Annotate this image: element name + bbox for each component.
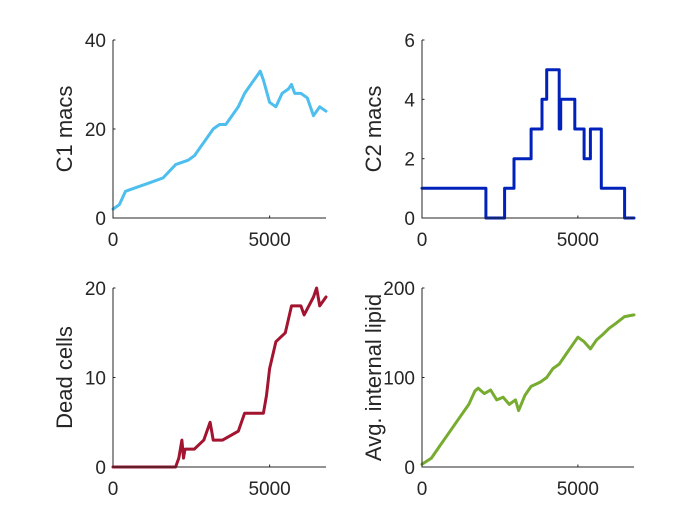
y-axis-label: Dead cells <box>52 326 77 429</box>
y-tick-label: 20 <box>85 120 106 141</box>
panel-dead-cells: Dead cells 0 10 20 0 5000 <box>52 279 328 500</box>
axes <box>421 288 634 468</box>
panel-c2-macs: C2 macs 0 2 4 6 0 5000 <box>361 31 636 251</box>
panel-c1-macs: C1 macs 0 20 40 0 5000 <box>52 31 328 251</box>
y-axis-label: C2 macs <box>361 86 386 173</box>
y-tick-label: 6 <box>404 31 415 52</box>
y-tick-label: 20 <box>85 279 106 300</box>
x-tick-label: 5000 <box>557 230 599 251</box>
axes <box>112 40 326 219</box>
x-tick-label: 0 <box>108 479 119 500</box>
y-tick-label: 0 <box>404 458 415 479</box>
y-tick-label: 10 <box>85 369 106 390</box>
series-line <box>111 286 328 469</box>
y-tick-label: 0 <box>404 209 415 230</box>
series-line <box>111 69 328 211</box>
x-tick-label: 0 <box>108 230 119 251</box>
x-tick-label: 5000 <box>248 230 290 251</box>
series-line <box>420 313 636 466</box>
y-axis-label: Avg. internal lipid <box>361 294 386 461</box>
x-tick-label: 5000 <box>248 479 290 500</box>
panel-avg-internal-lipid: Avg. internal lipid 0 100 200 0 5000 <box>361 279 636 500</box>
series-line <box>420 68 636 220</box>
y-tick-label: 40 <box>85 31 106 52</box>
x-tick-label: 5000 <box>557 479 599 500</box>
y-tick-label: 100 <box>383 369 415 390</box>
y-tick-label: 0 <box>95 209 106 230</box>
y-tick-label: 4 <box>404 90 415 111</box>
y-tick-label: 200 <box>383 279 415 300</box>
y-axis-label: C1 macs <box>52 86 77 173</box>
x-tick-label: 0 <box>417 230 428 251</box>
x-tick-label: 0 <box>417 479 428 500</box>
y-tick-label: 0 <box>95 458 106 479</box>
y-tick-label: 2 <box>404 150 415 171</box>
